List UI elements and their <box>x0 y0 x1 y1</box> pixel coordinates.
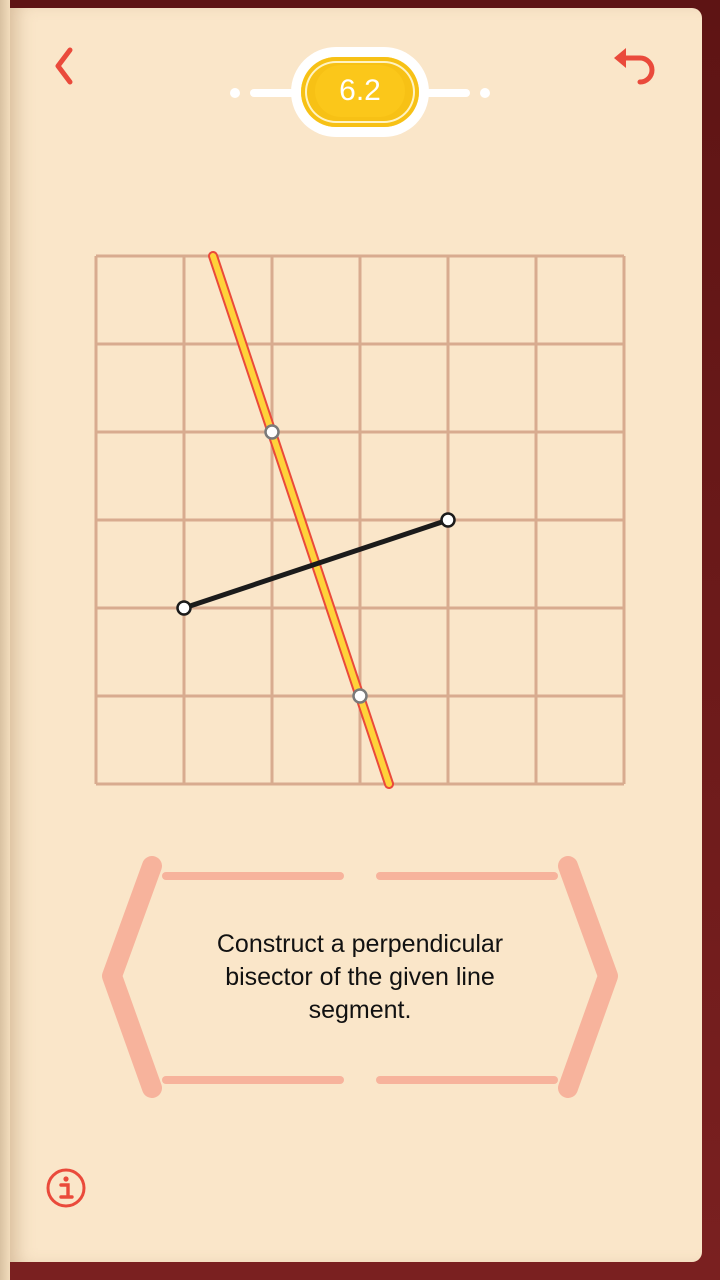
grid <box>94 254 626 786</box>
line-point <box>352 688 368 704</box>
progress-line <box>250 89 310 97</box>
level-progress <box>228 86 492 100</box>
segment-endpoint <box>176 600 192 616</box>
undo-icon <box>614 48 655 85</box>
progress-dot <box>480 88 490 98</box>
chevron-left-icon <box>55 47 73 85</box>
book-spine <box>0 0 10 1280</box>
info-icon <box>46 1168 86 1208</box>
back-button[interactable] <box>48 44 84 88</box>
segment-endpoint <box>440 512 456 528</box>
level-badge: 6.2 <box>291 47 429 137</box>
instruction-text: Construct a perpendicular bisector of th… <box>216 930 504 1024</box>
given-segment <box>181 517 451 611</box>
info-button[interactable] <box>44 1166 88 1210</box>
level-number: 6.2 <box>315 65 405 117</box>
progress-dot <box>230 88 240 98</box>
undo-button[interactable] <box>606 44 662 88</box>
hint-frame <box>102 856 618 1098</box>
segment-layer <box>176 424 456 704</box>
line-point <box>264 424 280 440</box>
progress-line <box>412 89 470 97</box>
